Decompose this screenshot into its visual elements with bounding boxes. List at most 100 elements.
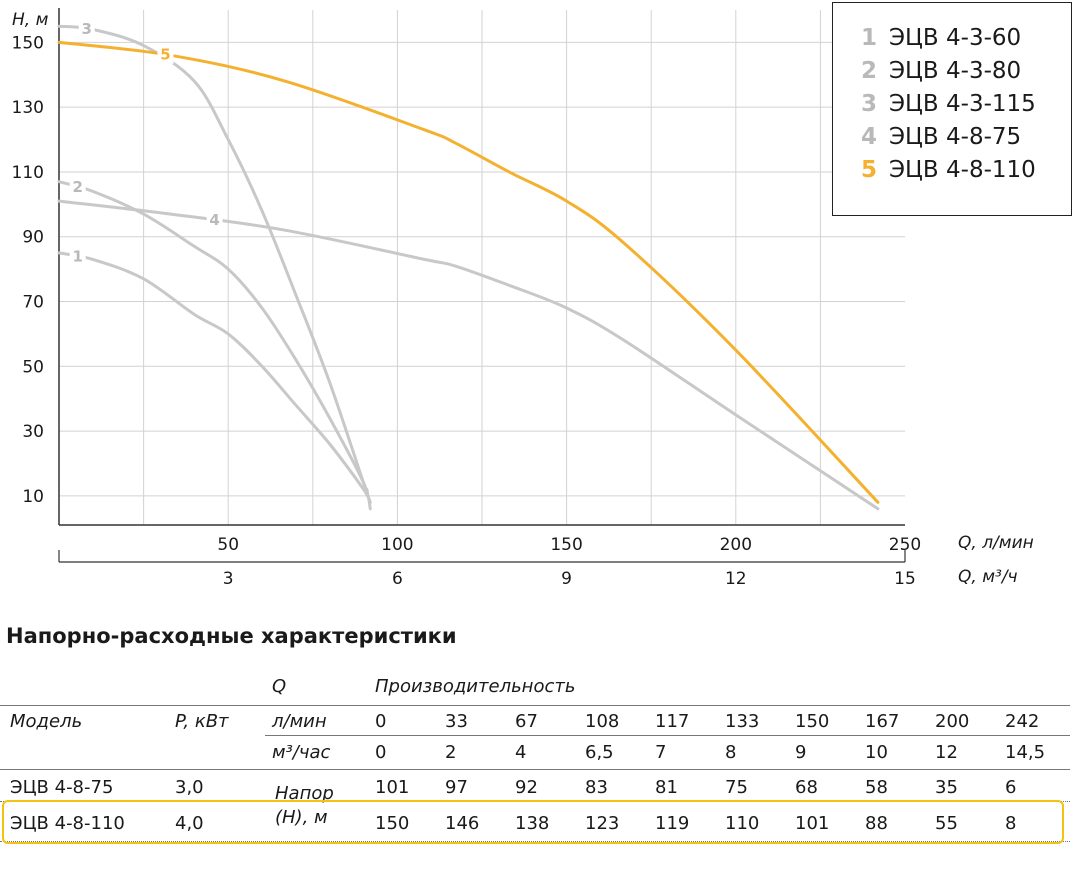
m3-per-hour-cell: 8	[725, 742, 737, 763]
l-per-min-cell: 33	[445, 711, 468, 732]
l-per-min-cell: 242	[1005, 711, 1040, 732]
x-tick-label: 100	[381, 535, 413, 555]
power-cell: 4,0	[175, 813, 204, 834]
l-per-min-cell: 167	[865, 711, 900, 732]
header-head-2: (H), м	[275, 807, 328, 828]
highlight-frame	[2, 800, 1064, 844]
head-value-cell: 138	[515, 813, 550, 834]
chart-curves	[57, 24, 880, 511]
legend-number: 4	[861, 124, 878, 150]
legend-label: ЭЦВ 4-8-110	[889, 157, 1036, 183]
curve-label-bg	[69, 177, 86, 197]
m3-per-hour-cell: 7	[655, 742, 667, 763]
power-cell: 3,0	[175, 777, 204, 798]
legend-number: 5	[861, 157, 878, 183]
head-value-cell: 88	[865, 813, 888, 834]
curve-label-1: 1	[72, 248, 82, 266]
header-performance: Производительность	[375, 676, 576, 697]
m3-per-hour-cell: 9	[795, 742, 807, 763]
legend-label: ЭЦВ 4-3-60	[889, 25, 1022, 51]
x-tick-label: 50	[217, 535, 239, 555]
m3-per-hour-cell: 0	[375, 742, 387, 763]
curve-5	[57, 40, 880, 504]
m3-per-hour-cell: 10	[865, 742, 888, 763]
x2-tick-label: 15	[894, 569, 916, 589]
x-axis-label: Q, л/мин	[958, 533, 1034, 553]
x2-tick-label: 6	[392, 569, 403, 589]
head-value-cell: 150	[375, 813, 410, 834]
x-tick-label: 250	[889, 535, 921, 555]
m3-per-hour-cell: 4	[515, 742, 527, 763]
header-model: Модель	[10, 711, 83, 732]
head-value-cell: 101	[795, 813, 830, 834]
y-tick-label: 90	[22, 228, 44, 248]
y-tick-label: 110	[12, 163, 44, 183]
x2-tick-label: 3	[223, 569, 234, 589]
header-m3-per-hour: м³/час	[272, 742, 331, 763]
l-per-min-cell: 200	[935, 711, 970, 732]
chart-legend: 1 ЭЦВ 4-3-60 2 ЭЦВ 4-3-80 3 ЭЦВ 4-3-115 4 ЭЦВ 4…	[832, 2, 1072, 216]
curve-label-5: 5	[160, 46, 170, 64]
y-axis-label: H, м	[12, 10, 49, 30]
head-value-cell: 58	[865, 777, 888, 798]
table-title: Напорно-расходные характеристики	[6, 624, 457, 648]
m3-per-hour-cell: 6,5	[585, 742, 614, 763]
head-value-cell: 83	[585, 777, 608, 798]
curve-1	[57, 251, 372, 504]
curve-label-4: 4	[209, 211, 219, 229]
head-value-cell: 92	[515, 777, 538, 798]
y-tick-label: 150	[12, 33, 44, 53]
curve-2	[57, 180, 372, 511]
m3-per-hour-cell: 2	[445, 742, 457, 763]
model-cell: ЭЦВ 4-8-110	[10, 813, 125, 834]
sub-rule	[265, 735, 1070, 736]
header-head-1: Напор	[275, 783, 334, 804]
curve-label-2: 2	[72, 178, 82, 196]
legend-item: 5 ЭЦВ 4-8-110	[861, 157, 1036, 183]
head-value-cell: 97	[445, 777, 468, 798]
l-per-min-cell: 108	[585, 711, 620, 732]
y-tick-label: 30	[22, 422, 44, 442]
row-separator	[0, 841, 1070, 842]
l-per-min-cell: 67	[515, 711, 538, 732]
l-per-min-cell: 117	[655, 711, 690, 732]
y-tick-label: 50	[22, 357, 44, 377]
legend-number: 3	[861, 91, 878, 117]
x2-axis-label: Q, м³/ч	[958, 567, 1018, 587]
head-value-cell: 75	[725, 777, 748, 798]
y-tick-label: 70	[22, 293, 44, 313]
legend-number: 1	[861, 25, 878, 51]
legend-label: ЭЦВ 4-3-80	[889, 58, 1022, 84]
head-value-cell: 35	[935, 777, 958, 798]
head-value-cell: 110	[725, 813, 760, 834]
head-value-cell: 119	[655, 813, 690, 834]
header-rule	[0, 705, 1070, 706]
x-tick-label: 200	[720, 535, 752, 555]
head-value-cell: 81	[655, 777, 678, 798]
curve-label-3: 3	[81, 20, 91, 38]
header-l-per-min: л/мин	[272, 711, 327, 732]
curve-label-bg	[78, 18, 95, 38]
x-tick-label: 150	[550, 535, 582, 555]
legend-item: 4 ЭЦВ 4-8-75	[861, 124, 1021, 150]
x2-tick-label: 12	[725, 569, 747, 589]
head-value-cell: 6	[1005, 777, 1017, 798]
m3-per-hour-cell: 14,5	[1005, 742, 1046, 763]
curve-label-bg	[206, 210, 223, 230]
curve-4	[57, 199, 880, 511]
header-power: P, кВт	[175, 711, 229, 732]
legend-item: 1 ЭЦВ 4-3-60	[861, 25, 1021, 51]
m3-per-hour-cell: 12	[935, 742, 958, 763]
head-value-cell: 123	[585, 813, 620, 834]
legend-label: ЭЦВ 4-8-75	[889, 124, 1022, 150]
body-rule	[0, 769, 1070, 770]
curve-label-bg	[157, 44, 174, 64]
head-value-cell: 146	[445, 813, 480, 834]
head-value-cell: 55	[935, 813, 958, 834]
model-cell: ЭЦВ 4-8-75	[10, 777, 114, 798]
head-value-cell: 8	[1005, 813, 1017, 834]
curve-label-bg	[69, 246, 86, 266]
chart-axes	[58, 8, 906, 563]
legend-item: 3 ЭЦВ 4-3-115	[861, 91, 1036, 117]
